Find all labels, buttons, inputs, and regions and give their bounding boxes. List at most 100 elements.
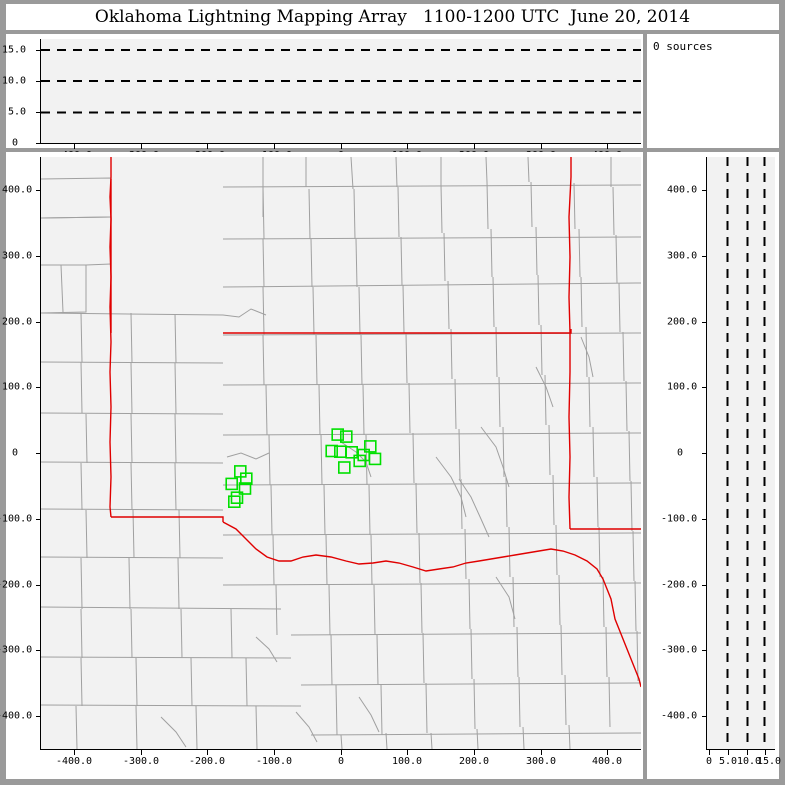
map-tick-y-m200 [36,585,41,586]
map-xtick-7: 300.0 [525,756,557,767]
map-ytick-3: 100.0 [2,381,33,393]
time-height-x-axis [40,143,641,144]
source-marker [225,477,238,491]
source-marker [368,452,382,466]
height-side-x-axis [706,749,775,750]
map-ytick-5: -100.0 [0,513,33,525]
hsv-tick-x-10 [747,750,748,755]
plan-view-map-panel[interactable]: 400.0 300.0 200.0 100.0 0 -100.0 -200.0 … [0,152,643,779]
hsv-ytick-6: -200.0 [661,579,698,591]
tick-x-300 [541,144,542,149]
source-marker [345,445,359,459]
source-marker [331,428,345,441]
state-boundaries-layer [109,157,641,688]
map-tick-x-200 [474,750,475,755]
tick-x-0 [341,144,342,149]
height-side-view-grid [726,157,766,749]
tick-x-m200 [207,144,208,149]
map-tick-y-200 [36,322,41,323]
source-count-label: 0 sources [653,40,713,53]
tick-x-400 [607,144,608,149]
time-height-ytick-1: 5.0 [8,106,27,118]
hsv-xtick-2: 10.0 [736,756,762,767]
map-tick-x-m200 [207,750,208,755]
source-marker [337,461,351,474]
hsv-xtick-0: 0 [705,756,713,767]
map-tick-x-m400 [74,750,75,755]
map-tick-y-0 [36,453,41,454]
map-tick-y-m400 [36,716,41,717]
map-tick-y-100 [36,387,41,388]
hsv-tick-y-m300 [702,650,707,651]
map-tick-x-300 [541,750,542,755]
source-marker [238,482,252,495]
map-tick-x-m100 [274,750,275,755]
map-plot-area[interactable] [41,157,641,749]
map-xtick-0: -400.0 [55,756,93,767]
tick-x-m400 [74,144,75,149]
map-xtick-8: 400.0 [591,756,623,767]
tick-x-m300 [141,144,142,149]
time-height-grid [41,49,641,114]
map-tick-x-0 [341,750,342,755]
map-x-axis [40,749,641,750]
time-height-plot-area[interactable] [41,39,641,143]
source-count-panel: 0 sources [647,34,779,148]
hsv-tick-y-0 [702,453,707,454]
map-ytick-6: -200.0 [0,579,33,591]
hsv-ytick-7: -300.0 [661,644,698,656]
tick-y-15 [36,50,41,51]
map-ytick-8: -400.0 [0,710,33,722]
hsv-tick-y-m100 [702,519,707,520]
hsv-ytick-8: -400.0 [661,710,698,722]
county-boundaries-layer [41,157,641,749]
map-tick-x-400 [607,750,608,755]
hsv-tick-y-100 [702,387,707,388]
hsv-tick-y-300 [702,256,707,257]
hsv-xtick-1: 5.0 [718,756,738,767]
hsv-ytick-0: 400.0 [667,184,698,196]
time-height-ytick-2: 10.0 [2,75,27,87]
source-marker [228,495,241,509]
hsv-tick-x-5 [728,750,729,755]
map-ytick-7: -300.0 [0,644,33,656]
hsv-tick-x-15 [765,750,766,755]
map-tick-x-m300 [141,750,142,755]
page-title: Oklahoma Lightning Mapping Array 1100-12… [94,7,691,27]
source-marker [363,440,377,453]
hsv-ytick-4: 0 [677,447,684,459]
title-bar: Oklahoma Lightning Mapping Array 1100-12… [6,4,779,30]
height-side-view-plot-area[interactable] [707,157,775,749]
hsv-ytick-3: 100.0 [667,381,698,393]
map-ytick-0: 400.0 [2,184,33,196]
source-marker-group [225,428,382,509]
map-xtick-2: -200.0 [188,756,226,767]
tick-x-100 [407,144,408,149]
tick-x-m100 [274,144,275,149]
map-tick-y-400 [36,190,41,191]
map-xtick-6: 200.0 [458,756,490,767]
height-side-view-panel[interactable]: 400.0 300.0 200.0 100.0 0 -100.0 -200.0 … [647,152,781,779]
source-marker [230,491,244,505]
map-ytick-4: 0 [12,447,19,459]
source-marker [325,444,339,458]
hsv-ytick-2: 200.0 [667,316,698,328]
time-height-y-axis [40,39,41,143]
map-xtick-5: 100.0 [391,756,423,767]
hsv-tick-y-m200 [702,585,707,586]
hsv-tick-y-400 [702,190,707,191]
map-tick-y-300 [36,256,41,257]
time-height-panel[interactable]: 0 5.0 10.0 15.0 -400.0 -300.0 -200.0 -10… [2,34,643,161]
hsv-tick-y-200 [702,322,707,323]
map-tick-y-m100 [36,519,41,520]
tick-x-200 [474,144,475,149]
time-height-ytick-3: 15.0 [2,44,27,56]
source-marker [353,454,367,468]
hsv-ytick-1: 300.0 [667,250,698,262]
map-tick-y-m300 [36,650,41,651]
hsv-tick-x-0 [709,750,710,755]
tick-y-5 [36,112,41,113]
map-xtick-4: 0 [337,756,345,767]
map-ytick-1: 300.0 [2,250,33,262]
